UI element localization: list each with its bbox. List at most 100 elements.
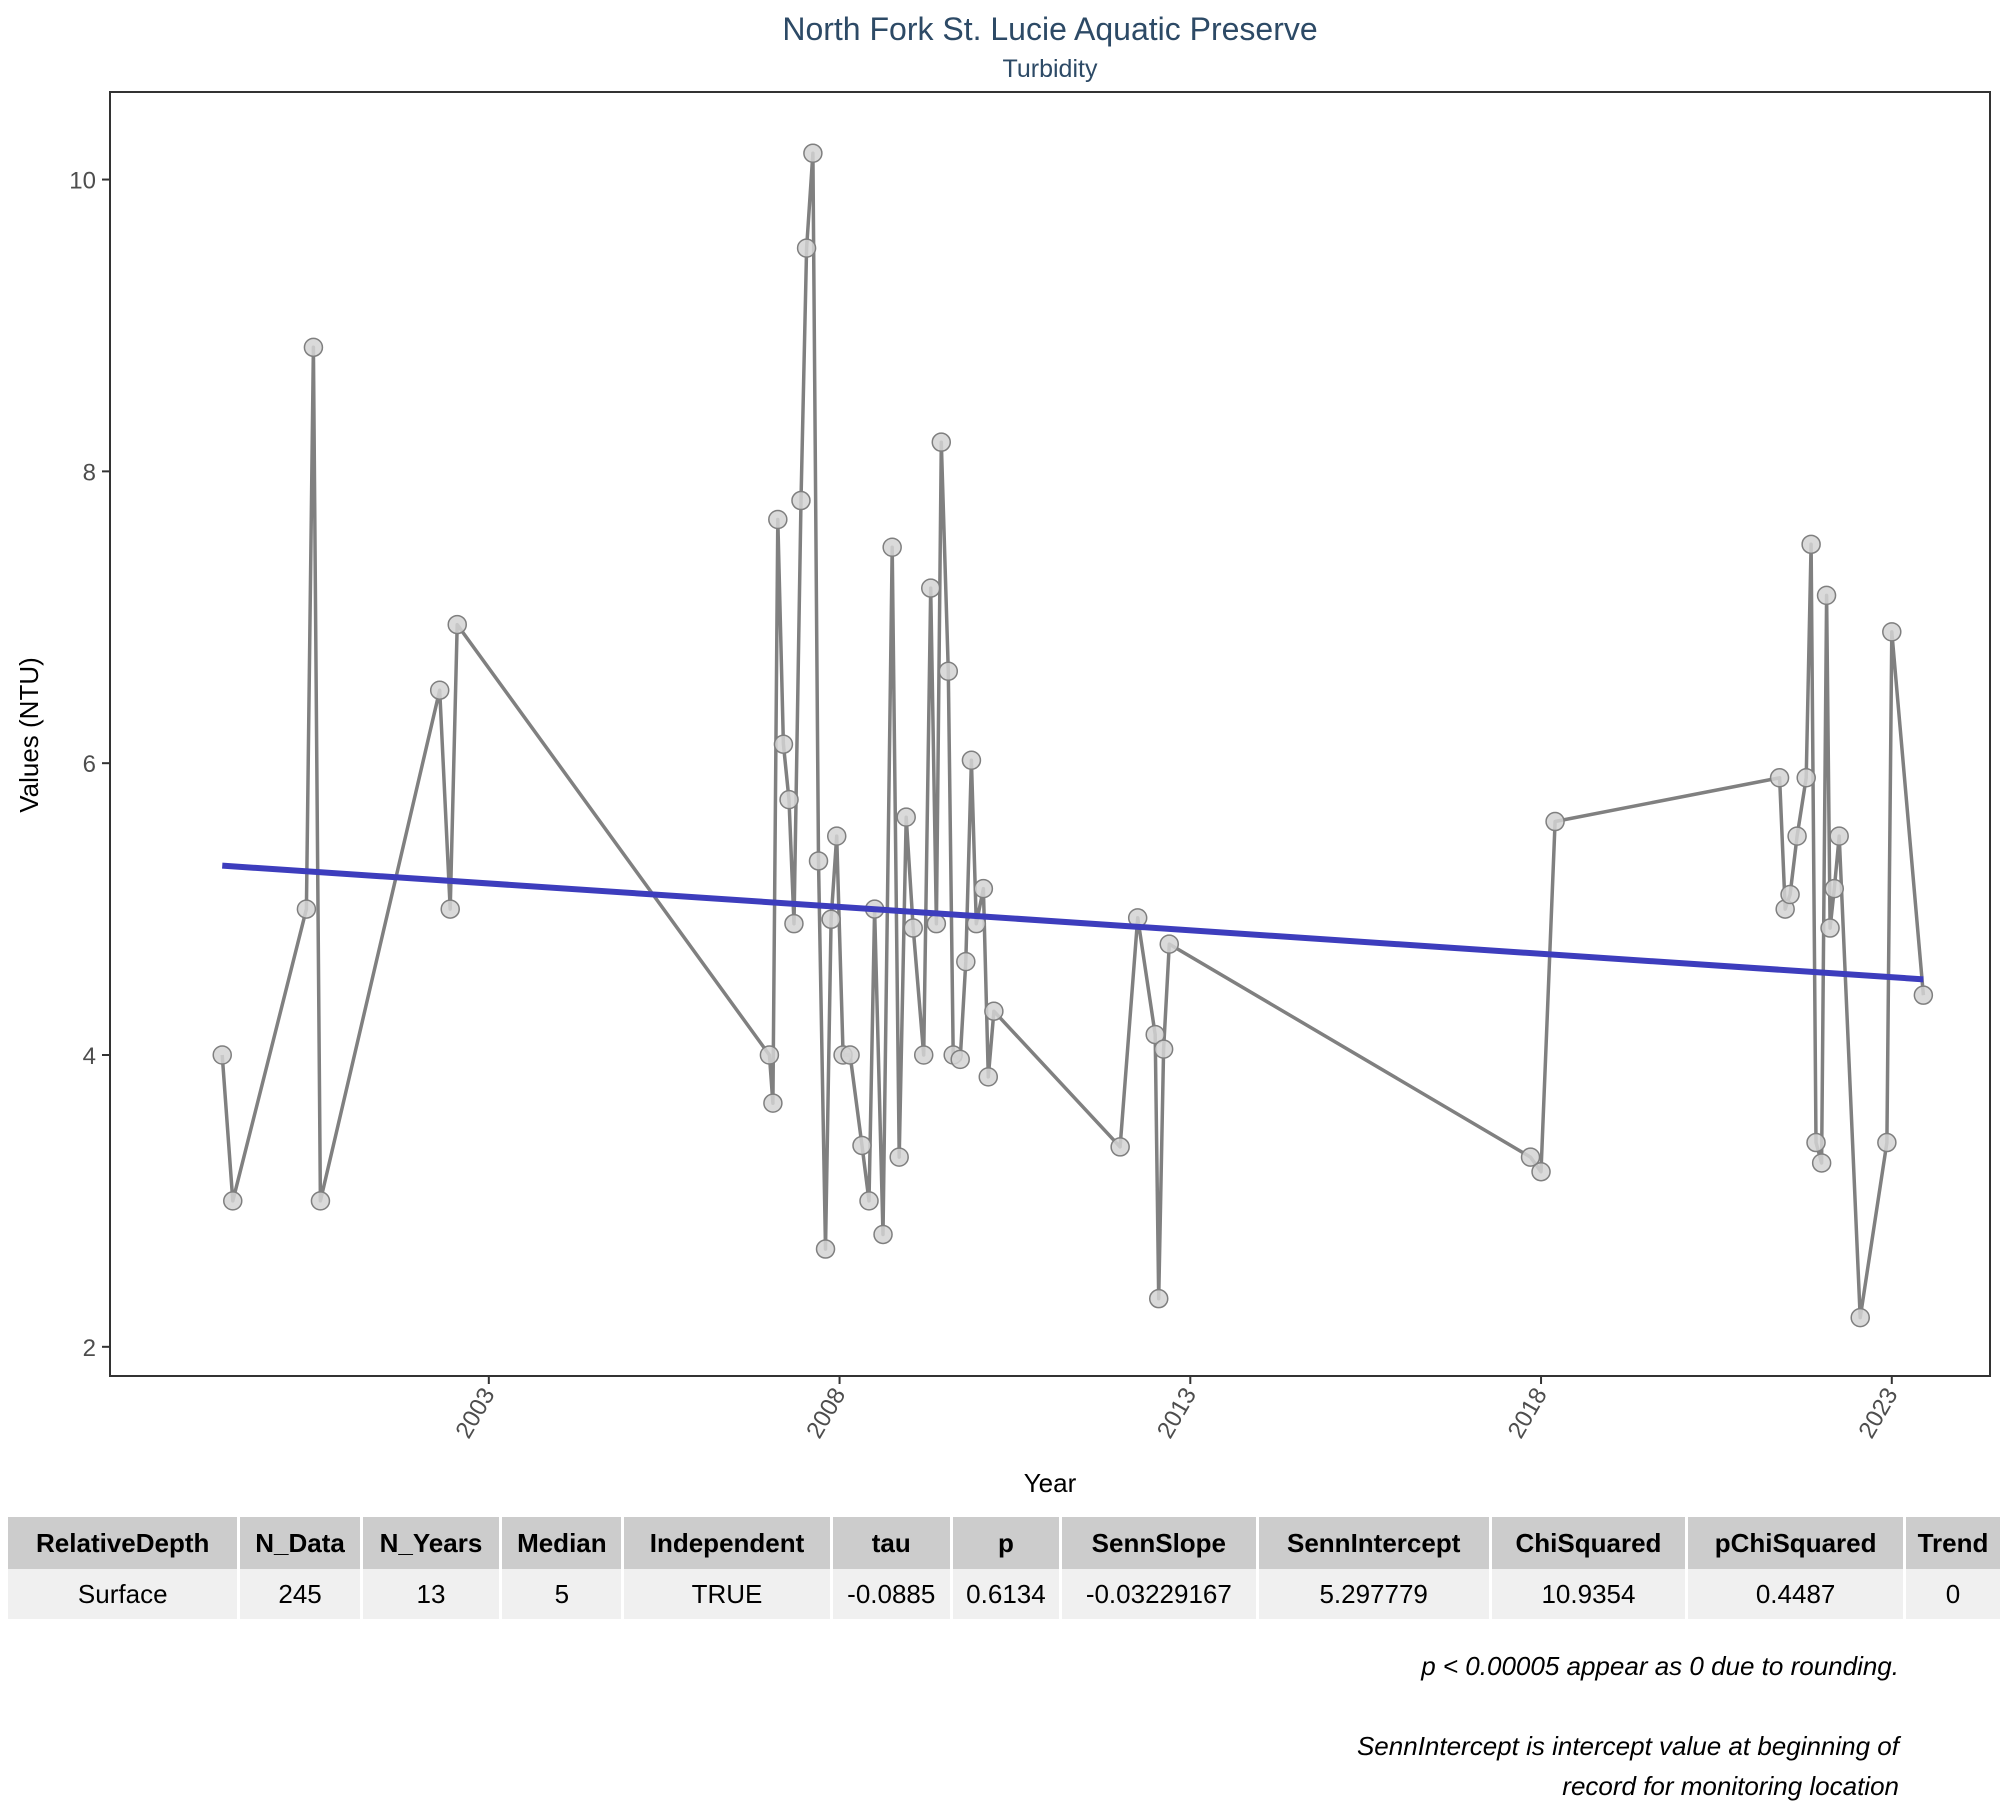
data-points bbox=[212, 143, 1934, 1328]
data-point bbox=[1913, 985, 1934, 1005]
data-point bbox=[791, 490, 811, 511]
data-point bbox=[873, 1224, 893, 1245]
table-header-cell: SennIntercept bbox=[1257, 1517, 1492, 1569]
data-point bbox=[1145, 1024, 1165, 1045]
data-point bbox=[984, 1001, 1004, 1021]
data-point bbox=[882, 537, 902, 557]
y-tick-label: 4 bbox=[83, 1043, 96, 1070]
data-point bbox=[1801, 534, 1821, 555]
data-point bbox=[889, 1147, 909, 1167]
data-point bbox=[926, 913, 947, 934]
data-point bbox=[821, 909, 841, 930]
data-point bbox=[1816, 585, 1837, 606]
data-point bbox=[440, 899, 460, 919]
data-point bbox=[1545, 811, 1565, 832]
data-point bbox=[1520, 1147, 1541, 1167]
table-header-cell: p bbox=[951, 1517, 1062, 1569]
table-header-cell: tau bbox=[831, 1517, 953, 1569]
chart-subtitle: Turbidity bbox=[1003, 55, 1098, 83]
data-point bbox=[803, 143, 823, 164]
data-point bbox=[852, 1135, 872, 1156]
table-header-cell: ChiSquared bbox=[1490, 1517, 1689, 1569]
data-point bbox=[296, 899, 317, 919]
data-point bbox=[763, 1093, 783, 1113]
table-header-cell: SennSlope bbox=[1060, 1517, 1259, 1569]
data-point bbox=[931, 432, 952, 452]
intercept-note: SennIntercept is intercept value at begi… bbox=[1357, 1726, 1899, 1806]
data-point bbox=[773, 734, 794, 754]
data-point bbox=[973, 878, 994, 899]
chart-title: North Fork St. Lucie Aquatic Preserve bbox=[782, 11, 1317, 47]
data-point bbox=[956, 951, 976, 972]
intercept-note-line2: record for monitoring location bbox=[1562, 1771, 1899, 1801]
data-point bbox=[1820, 918, 1840, 938]
x-axis-title: Year bbox=[1024, 1468, 1077, 1498]
table-header-cell: Independent bbox=[622, 1517, 833, 1569]
table-header-cell: Median bbox=[500, 1517, 625, 1569]
y-tick-label: 6 bbox=[83, 751, 96, 778]
data-point bbox=[808, 851, 829, 871]
data-point bbox=[815, 1239, 836, 1259]
data-point bbox=[859, 1191, 879, 1211]
data-point bbox=[796, 238, 817, 258]
table-header-row: RelativeDepth N_Data N_Years Median Independ… bbox=[8, 1517, 2000, 1569]
table-cell: -0.0885 bbox=[831, 1569, 953, 1619]
plot-panel bbox=[109, 91, 1991, 1377]
table-header-cell: Trend bbox=[1904, 1517, 2000, 1569]
table-header-cell: pChiSquared bbox=[1686, 1517, 1906, 1569]
y-axis: 2 4 6 8 10 bbox=[69, 168, 110, 1362]
x-tick-label: 2003 bbox=[450, 1383, 500, 1443]
data-point bbox=[310, 1191, 331, 1211]
y-tick-label: 10 bbox=[69, 168, 96, 195]
table-row: Surface 245 13 5 TRUE -0.0885 0.6134 -0.0322916… bbox=[8, 1569, 2000, 1619]
data-point bbox=[768, 509, 788, 530]
data-point bbox=[978, 1067, 999, 1087]
data-point bbox=[896, 807, 916, 827]
table-cell: 5 bbox=[500, 1569, 625, 1619]
rounding-note: p < 0.00005 appear as 0 due to rounding. bbox=[1421, 1651, 1899, 1681]
data-point bbox=[840, 1045, 860, 1065]
data-point bbox=[784, 913, 804, 934]
data-point bbox=[1882, 622, 1902, 642]
table-cell: 13 bbox=[361, 1569, 503, 1619]
data-point bbox=[1110, 1137, 1130, 1157]
table-header-cell: N_Years bbox=[361, 1517, 503, 1569]
x-tick-label: 2013 bbox=[1152, 1383, 1202, 1443]
table-cell: -0.03229167 bbox=[1060, 1569, 1259, 1619]
data-point bbox=[447, 614, 467, 635]
data-point bbox=[961, 750, 982, 771]
data-point bbox=[920, 578, 941, 598]
data-point bbox=[903, 918, 923, 938]
table-cell: 10.9354 bbox=[1490, 1569, 1689, 1619]
y-axis-title: Values (NTU) bbox=[14, 657, 44, 813]
table-cell: 0.6134 bbox=[951, 1569, 1062, 1619]
table-header-cell: RelativeDepth bbox=[8, 1517, 241, 1569]
stats-table: RelativeDepth N_Data N_Years Median Independ… bbox=[8, 1517, 2000, 1619]
intercept-note-line1: SennIntercept is intercept value at begi… bbox=[1356, 1731, 1899, 1761]
data-point bbox=[223, 1191, 243, 1211]
data-point bbox=[1811, 1153, 1832, 1173]
data-point bbox=[1769, 768, 1790, 788]
data-point bbox=[1159, 934, 1180, 954]
data-point bbox=[1787, 826, 1807, 846]
data-point bbox=[429, 680, 450, 700]
data-point bbox=[1780, 884, 1800, 905]
data-point bbox=[826, 826, 847, 846]
data-point bbox=[1877, 1132, 1897, 1153]
x-tick-label: 2008 bbox=[801, 1383, 851, 1443]
data-point bbox=[1531, 1161, 1551, 1182]
x-tick-label: 2018 bbox=[1503, 1383, 1553, 1443]
data-point bbox=[1806, 1132, 1826, 1153]
data-point bbox=[950, 1049, 970, 1070]
chart: North Fork St. Lucie Aquatic Preserve Tu… bbox=[14, 11, 1991, 1498]
table-cell: 5.297779 bbox=[1257, 1569, 1492, 1619]
data-point bbox=[1850, 1307, 1870, 1328]
table-cell: Surface bbox=[8, 1569, 241, 1619]
data-point bbox=[779, 789, 799, 810]
table-cell: 0.4487 bbox=[1686, 1569, 1906, 1619]
data-point bbox=[913, 1045, 934, 1065]
trend-layer bbox=[222, 862, 1924, 983]
data-point bbox=[303, 337, 324, 358]
data-point bbox=[1829, 826, 1849, 846]
table-header-cell: N_Data bbox=[238, 1517, 363, 1569]
